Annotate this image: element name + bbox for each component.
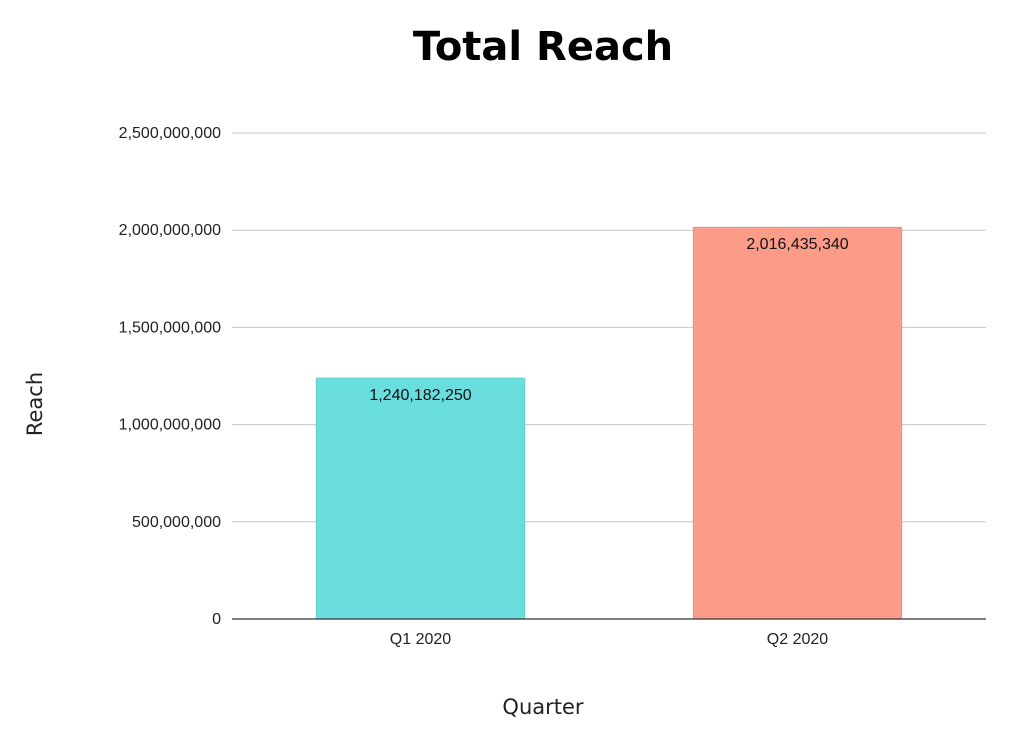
y-tick-label: 0 bbox=[212, 611, 221, 628]
chart-title: Total Reach bbox=[413, 24, 673, 70]
y-tick-label: 2,000,000,000 bbox=[119, 222, 221, 239]
y-axis-title: Reach bbox=[23, 372, 47, 436]
x-axis-ticks: Q1 2020 Q2 2020 bbox=[390, 631, 828, 648]
bar bbox=[315, 377, 526, 620]
x-tick-label: Q1 2020 bbox=[390, 631, 451, 648]
x-tick-label: Q2 2020 bbox=[767, 631, 828, 648]
bar bbox=[692, 226, 903, 620]
y-axis-ticks: 0 500,000,000 1,000,000,000 1,500,000,000 2,… bbox=[119, 125, 221, 628]
y-tick-label: 1,000,000,000 bbox=[119, 417, 221, 434]
data-labels: 1,240,182,250 2,016,435,340 bbox=[369, 236, 848, 404]
x-axis-title: Quarter bbox=[502, 695, 583, 719]
y-tick-label: 2,500,000,000 bbox=[119, 125, 221, 142]
bar-value-label: 2,016,435,340 bbox=[746, 236, 848, 253]
y-tick-label: 1,500,000,000 bbox=[119, 319, 221, 336]
bars bbox=[315, 226, 903, 620]
bar-value-label: 1,240,182,250 bbox=[369, 387, 471, 404]
y-tick-label: 500,000,000 bbox=[132, 514, 221, 531]
